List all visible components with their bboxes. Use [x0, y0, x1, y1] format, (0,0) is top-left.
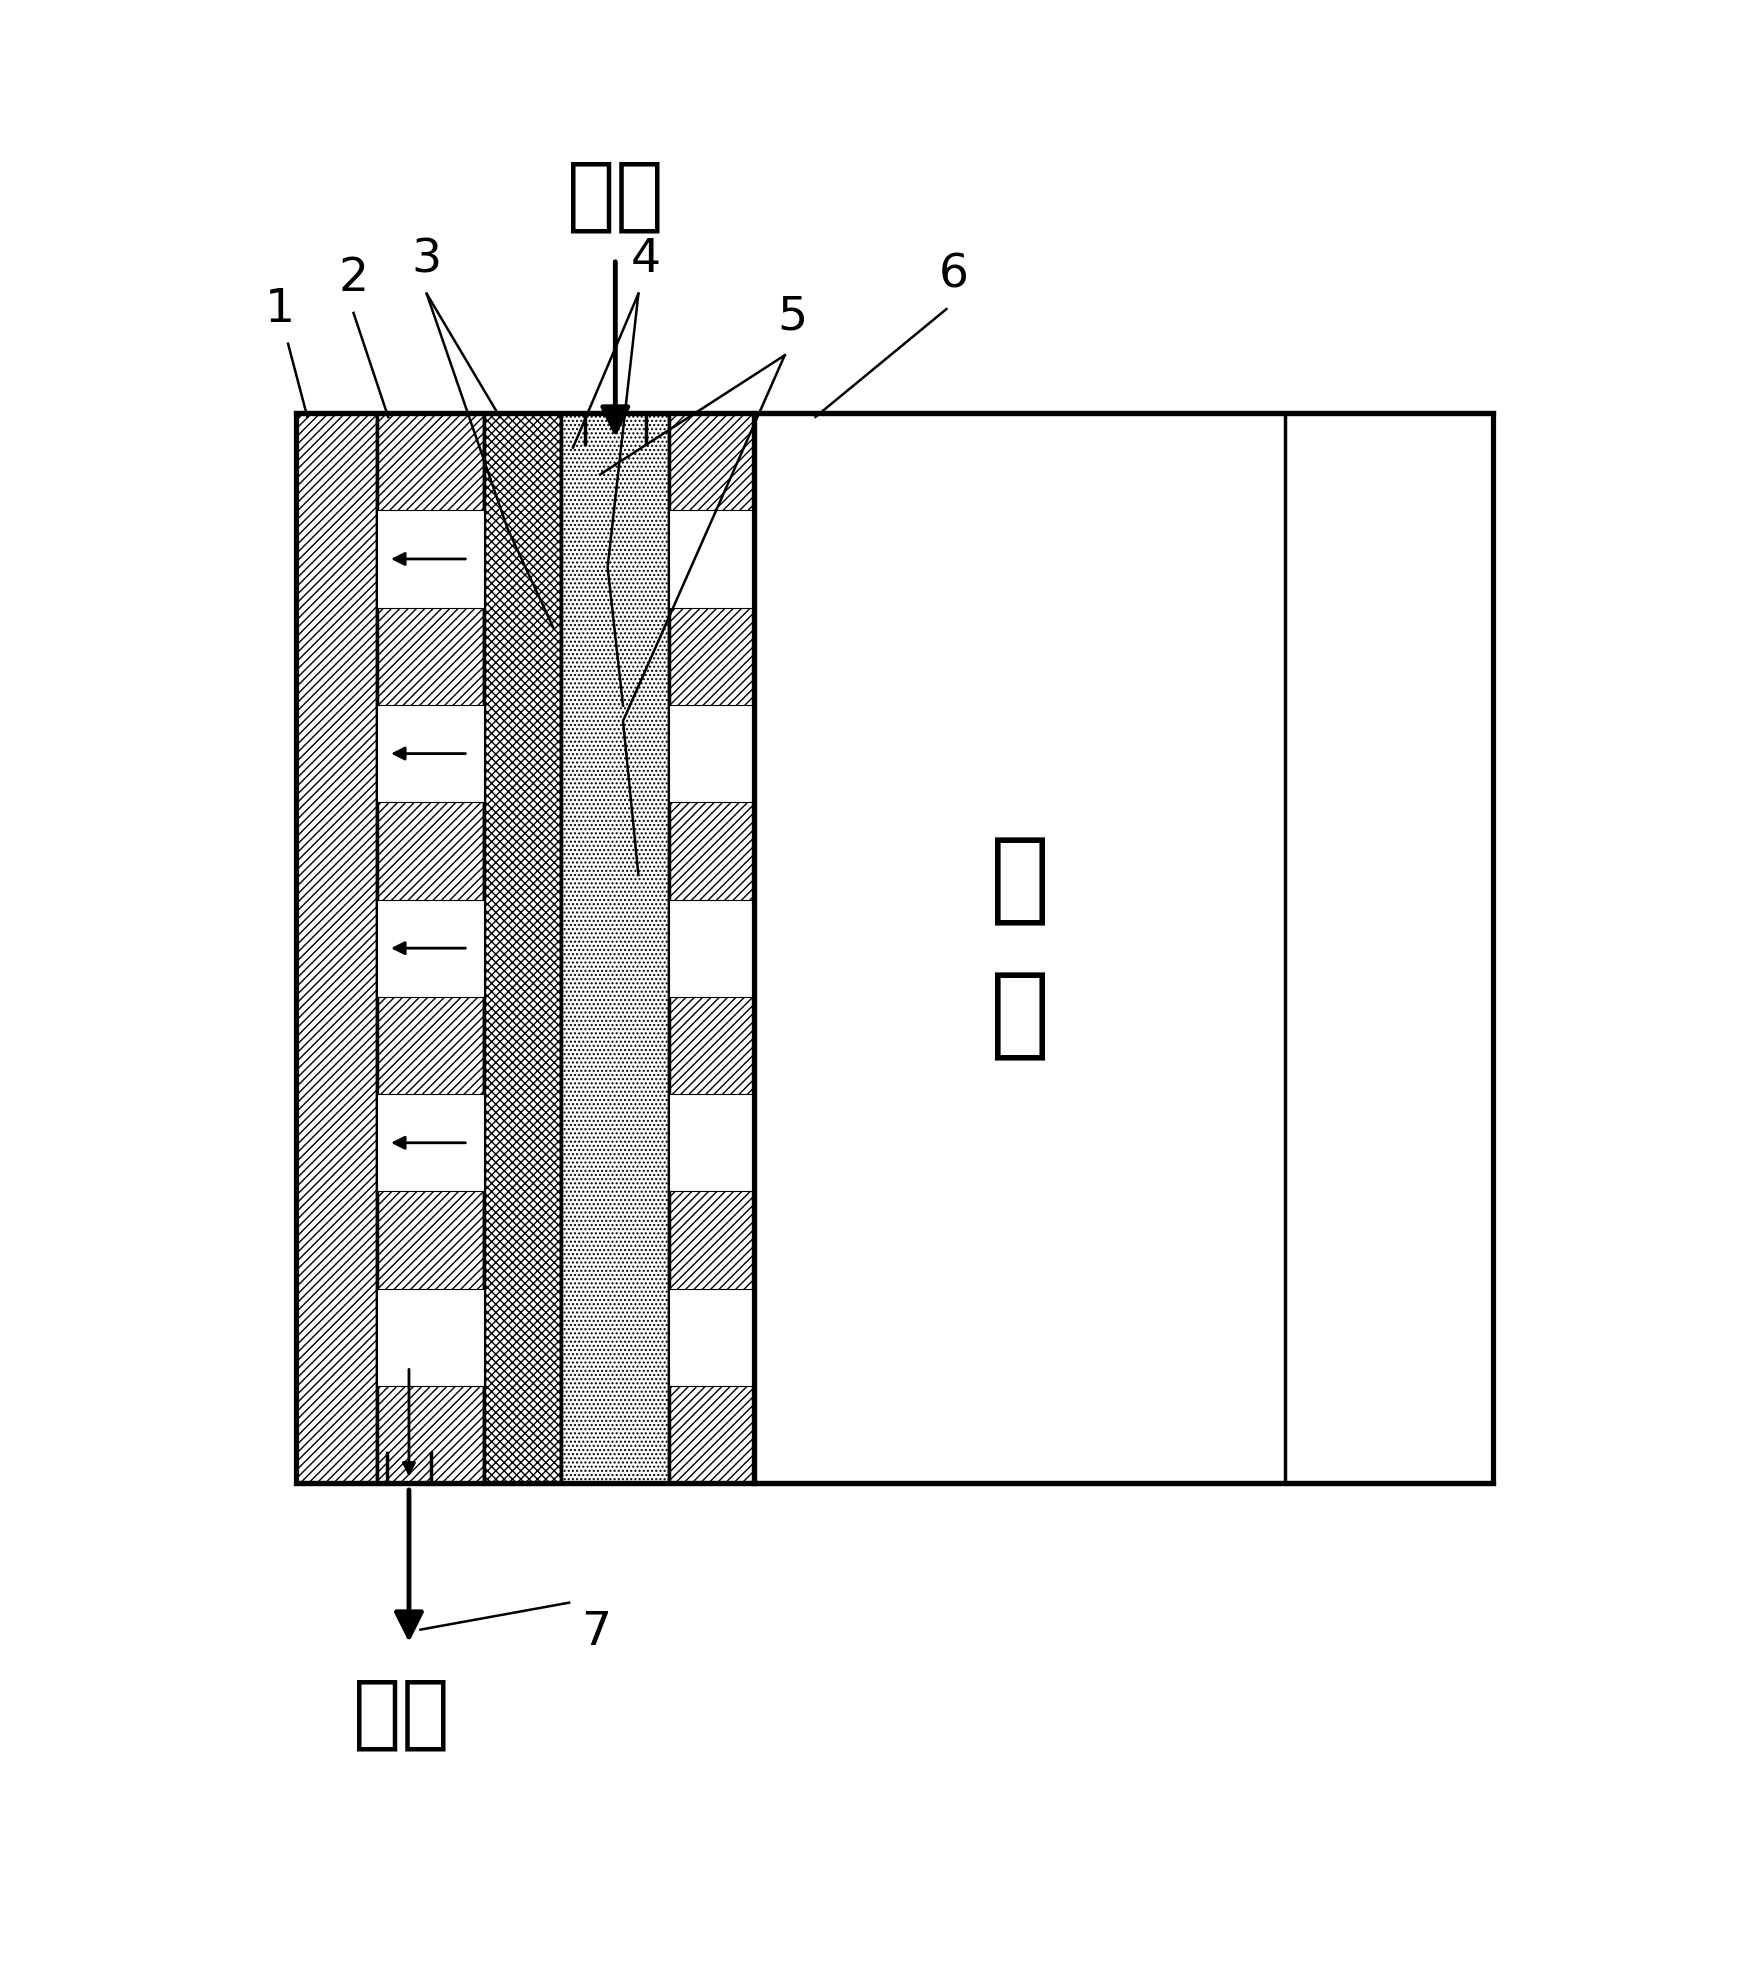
Bar [669, 413, 754, 1482]
Text: 阴
极: 阴 极 [990, 832, 1049, 1064]
Text: 4: 4 [630, 238, 662, 281]
Text: 废液: 废液 [353, 1675, 449, 1754]
Bar [669, 706, 754, 802]
Bar [377, 900, 484, 997]
Bar [669, 511, 754, 607]
Bar [484, 413, 562, 1482]
Text: 1: 1 [265, 287, 295, 332]
Bar [377, 706, 484, 802]
Bar [562, 413, 669, 1482]
Text: 燃料: 燃料 [567, 157, 663, 236]
Text: 6: 6 [939, 252, 969, 297]
Text: 2: 2 [339, 256, 368, 301]
Text: 7: 7 [581, 1610, 611, 1655]
Bar [669, 900, 754, 997]
Bar [669, 1095, 754, 1191]
Bar [377, 1095, 484, 1191]
Bar [377, 511, 484, 607]
Text: 5: 5 [777, 295, 807, 340]
Bar [295, 413, 754, 1482]
Bar [669, 1290, 754, 1386]
Text: 3: 3 [412, 238, 442, 281]
Bar [295, 413, 377, 1482]
Bar [754, 413, 1493, 1482]
Bar [377, 1290, 484, 1386]
Bar [377, 413, 484, 1482]
